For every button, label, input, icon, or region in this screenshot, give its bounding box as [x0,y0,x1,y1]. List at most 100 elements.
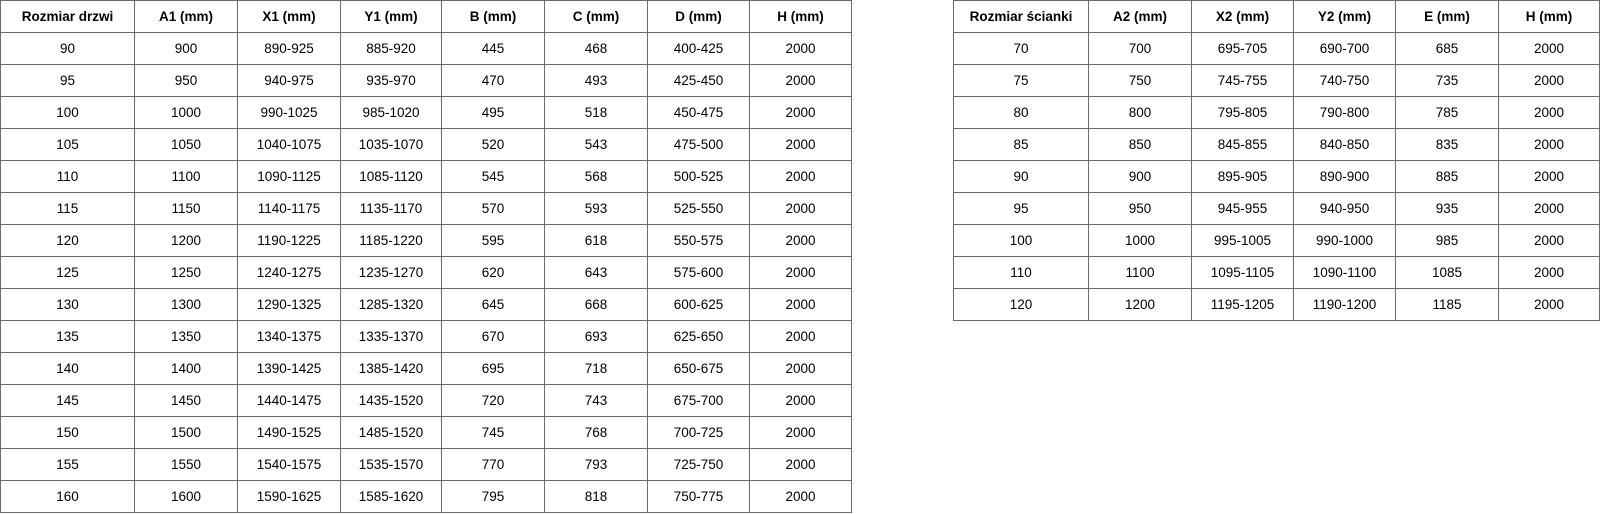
table-cell: 495 [441,96,545,129]
table-cell: 110 [953,256,1089,289]
table-row: 100 1000 995-1005 990-1000 985 2000 [953,224,1600,257]
table-cell: 1585-1620 [340,480,442,513]
table-cell: 1450 [134,384,238,417]
table-cell: 1385-1420 [340,352,442,385]
table-cell: 1185-1220 [340,224,442,257]
table-cell: 95 [0,64,135,97]
table-cell: 935-970 [340,64,442,97]
table-row: 100 1000 990-1025 985-1020 495 518 450-475 2000 [0,96,852,129]
table-cell: 650-675 [647,352,750,385]
table-cell: 100 [0,96,135,129]
table-cell: 518 [544,96,648,129]
table-cell: 1590-1625 [237,480,341,513]
door-dimensions-table: Rozmiar drzwi A1 (mm) X1 (mm) Y1 (mm) B (mm)… [0,0,852,513]
table-row: 145 1450 1440-1475 1435-1520 720 743 675-700 20… [0,384,852,417]
table-cell: 1040-1075 [237,128,341,161]
table-cell: 2000 [749,64,852,97]
table-cell: 2000 [1498,192,1600,225]
column-header: Y2 (mm) [1293,0,1396,33]
table-cell: 700 [1088,32,1192,65]
table-cell: 470 [441,64,545,97]
table-cell: 890-900 [1293,160,1396,193]
column-header: A1 (mm) [134,0,238,33]
table-cell: 568 [544,160,648,193]
table-header-row: Rozmiar drzwi A1 (mm) X1 (mm) Y1 (mm) B (mm)… [0,0,852,33]
table-cell: 835 [1395,128,1499,161]
table-cell: 1100 [134,160,238,193]
table-cell: 950 [1088,192,1192,225]
table-cell: 1500 [134,416,238,449]
table-cell: 2000 [749,352,852,385]
table-cell: 400-425 [647,32,750,65]
table-cell: 935 [1395,192,1499,225]
table-row: 85 850 845-855 840-850 835 2000 [953,128,1600,161]
table-cell: 2000 [1498,224,1600,257]
table-cell: 900 [1088,160,1192,193]
table-cell: 2000 [749,448,852,481]
table-cell: 1035-1070 [340,128,442,161]
table-cell: 120 [0,224,135,257]
table-row: 110 1100 1090-1125 1085-1120 545 568 500-525 20… [0,160,852,193]
table-cell: 2000 [749,288,852,321]
table-row: 70 700 695-705 690-700 685 2000 [953,32,1600,65]
table-cell: 1390-1425 [237,352,341,385]
table-cell: 2000 [749,320,852,353]
table-cell: 2000 [749,480,852,513]
table-cell: 70 [953,32,1089,65]
table-cell: 95 [953,192,1089,225]
table-cell: 1490-1525 [237,416,341,449]
table-cell: 750-775 [647,480,750,513]
table-cell: 1085-1120 [340,160,442,193]
table-cell: 793 [544,448,648,481]
table-cell: 945-955 [1191,192,1294,225]
table-cell: 850 [1088,128,1192,161]
table-cell: 595 [441,224,545,257]
column-header: X1 (mm) [237,0,341,33]
table-cell: 600-625 [647,288,750,321]
table-cell: 1150 [134,192,238,225]
table-cell: 525-550 [647,192,750,225]
table-cell: 493 [544,64,648,97]
table-cell: 543 [544,128,648,161]
table-row: 110 1100 1095-1105 1090-1100 1085 2000 [953,256,1600,289]
table-cell: 940-950 [1293,192,1396,225]
table-row: 140 1400 1390-1425 1385-1420 695 718 650-675 20… [0,352,852,385]
table-cell: 940-975 [237,64,341,97]
table-cell: 1335-1370 [340,320,442,353]
table-cell: 1285-1320 [340,288,442,321]
table-cell: 1235-1270 [340,256,442,289]
table-cell: 130 [0,288,135,321]
table-cell: 1190-1200 [1293,288,1396,321]
column-header: H (mm) [749,0,852,33]
table-cell: 725-750 [647,448,750,481]
table-cell: 150 [0,416,135,449]
table-cell: 995-1005 [1191,224,1294,257]
table-row: 160 1600 1590-1625 1585-1620 795 818 750-775 20… [0,480,852,513]
table-cell: 795 [441,480,545,513]
table-cell: 520 [441,128,545,161]
table-cell: 90 [953,160,1089,193]
table-cell: 990-1000 [1293,224,1396,257]
table-cell: 570 [441,192,545,225]
table-cell: 2000 [1498,64,1600,97]
table-row: 90 900 895-905 890-900 885 2000 [953,160,1600,193]
table-cell: 720 [441,384,545,417]
table-cell: 80 [953,96,1089,129]
table-cell: 135 [0,320,135,353]
table-cell: 1290-1325 [237,288,341,321]
table-cell: 668 [544,288,648,321]
table-cell: 1200 [1088,288,1192,321]
table-cell: 2000 [1498,288,1600,321]
table-cell: 1185 [1395,288,1499,321]
table-cell: 670 [441,320,545,353]
table-cell: 145 [0,384,135,417]
table-cell: 1095-1105 [1191,256,1294,289]
table-cell: 125 [0,256,135,289]
table-cell: 2000 [1498,256,1600,289]
table-cell: 700-725 [647,416,750,449]
table-cell: 2000 [749,384,852,417]
table-cell: 800 [1088,96,1192,129]
table-row: 75 750 745-755 740-750 735 2000 [953,64,1600,97]
table-cell: 695 [441,352,545,385]
table-cell: 1435-1520 [340,384,442,417]
